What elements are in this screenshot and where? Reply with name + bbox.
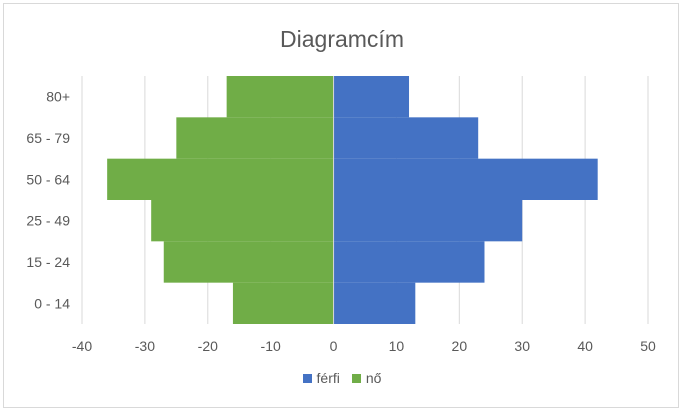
bar-no: [151, 200, 334, 242]
x-tick-label: 50: [640, 338, 656, 354]
bar-no: [107, 158, 334, 200]
category-label: 15 - 24: [26, 254, 70, 270]
legend-label-ferfi: férfi: [316, 370, 340, 386]
bar-no: [226, 76, 334, 118]
legend-swatch-ferfi: [302, 373, 312, 383]
x-tick-label: 10: [389, 338, 405, 354]
chart-title: Diagramcím: [280, 26, 404, 52]
x-tick-label: -40: [72, 338, 92, 354]
legend: férfi nő: [4, 370, 680, 386]
category-label: 25 - 49: [26, 213, 70, 229]
x-tick-label: 40: [577, 338, 593, 354]
x-tick-label: 20: [452, 338, 468, 354]
bar-ferfi: [333, 117, 479, 159]
chart-plot: 0 - 14 15 - 24 25 - 49 50 - 64 65 - 79 80+ -40…: [26, 76, 656, 354]
legend-item-ferfi: férfi: [302, 370, 340, 386]
legend-item-no: nő: [351, 370, 382, 386]
x-tick-label: -10: [261, 338, 281, 354]
bar-ferfi: [333, 200, 523, 242]
bar-no: [163, 241, 334, 283]
bar-no: [232, 282, 334, 324]
x-tick-label: -30: [135, 338, 155, 354]
legend-label-no: nő: [365, 370, 382, 386]
category-label: 80+: [46, 89, 70, 105]
x-tick-label: 30: [514, 338, 530, 354]
bar-no: [176, 117, 334, 159]
category-label: 0 - 14: [34, 295, 70, 311]
category-label: 65 - 79: [26, 130, 70, 146]
bar-ferfi: [333, 158, 598, 200]
bar-ferfi: [333, 76, 410, 118]
chart-frame: Diagramcím 0 - 14 15 - 24 25 - 49 50 - 64 65…: [3, 3, 679, 408]
bar-ferfi: [333, 282, 416, 324]
category-label: 50 - 64: [26, 171, 70, 187]
x-tick-label: -20: [198, 338, 218, 354]
bar-ferfi: [333, 241, 485, 283]
x-tick-label: 0: [330, 338, 338, 354]
legend-swatch-no: [351, 373, 361, 383]
